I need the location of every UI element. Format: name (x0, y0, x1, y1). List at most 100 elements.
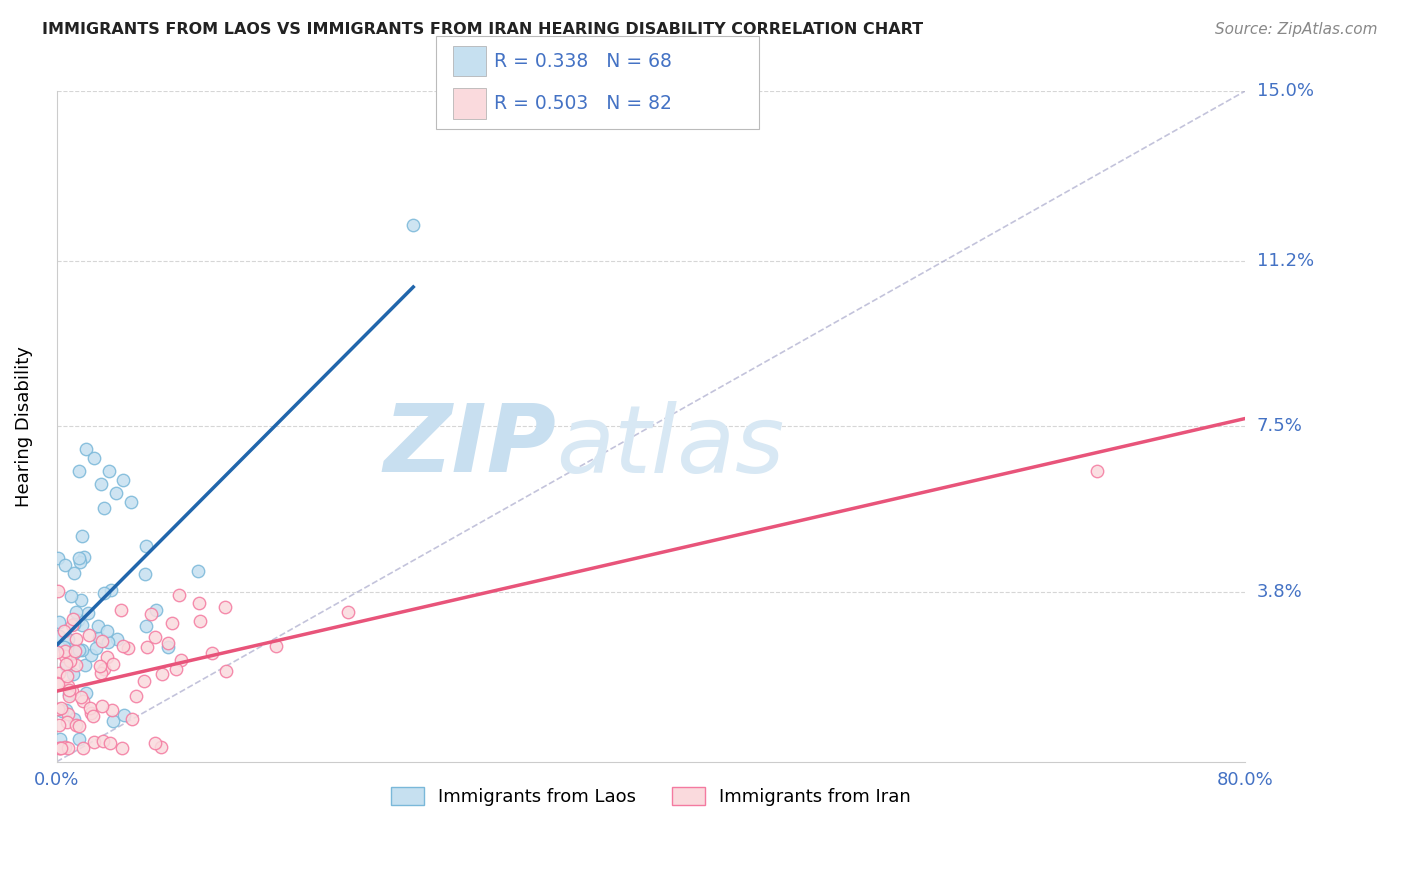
Point (49, 741, 72, 756)
Point (135, 539, 157, 553)
Point (86, 641, 108, 656)
Point (1085, 464, 1108, 478)
Point (96, 624, 118, 639)
Point (65, 632, 87, 646)
Point (46, 551, 69, 566)
Y-axis label: Hearing Disability: Hearing Disability (15, 346, 32, 507)
Point (48, 702, 70, 716)
Point (56, 669, 79, 683)
Point (60, 683, 83, 698)
Text: 7.5%: 7.5% (1257, 417, 1302, 435)
Point (101, 702, 124, 716)
Point (120, 495, 142, 509)
Point (89, 658, 111, 673)
Point (125, 690, 148, 704)
Point (48, 666, 70, 681)
Point (53, 624, 76, 638)
Point (145, 603, 167, 617)
Point (87, 631, 110, 645)
Point (134, 566, 156, 581)
Point (98, 736, 121, 750)
Point (96, 650, 118, 665)
Text: Source: ZipAtlas.com: Source: ZipAtlas.com (1215, 22, 1378, 37)
Point (93, 585, 115, 599)
Point (73, 550, 96, 565)
Point (135, 619, 157, 633)
Point (80, 648, 103, 662)
Point (67, 613, 90, 627)
Point (58, 683, 80, 698)
Point (46, 583, 69, 598)
Point (112, 473, 135, 487)
Point (156, 640, 179, 655)
Point (69, 550, 91, 565)
Point (201, 647, 224, 661)
Point (105, 632, 128, 647)
Point (121, 712, 143, 726)
Point (188, 596, 211, 610)
Point (160, 616, 183, 631)
Point (143, 736, 166, 750)
Point (101, 657, 124, 672)
Point (86, 618, 108, 632)
Point (141, 607, 163, 622)
Point (150, 739, 173, 754)
Point (72, 529, 94, 543)
Point (91, 734, 114, 748)
Point (53, 644, 76, 658)
Point (65, 717, 87, 731)
Point (48, 732, 70, 747)
Point (264, 639, 287, 653)
Point (65, 658, 87, 673)
Point (53, 648, 76, 663)
Point (105, 486, 128, 500)
Point (93, 500, 115, 515)
Point (56, 706, 79, 721)
Point (75, 686, 97, 700)
Point (143, 630, 166, 644)
Point (215, 664, 238, 678)
Point (56, 714, 79, 729)
Point (80, 706, 103, 720)
Point (165, 662, 187, 676)
Point (49, 741, 72, 756)
Point (62, 646, 84, 660)
Point (62, 667, 84, 681)
Point (79, 700, 101, 714)
Point (65, 643, 87, 657)
Point (111, 639, 134, 653)
Point (55, 658, 77, 673)
Point (69, 690, 91, 705)
Point (53, 739, 76, 754)
Point (63, 617, 86, 632)
Point (55, 657, 77, 671)
Point (60, 618, 83, 632)
Point (77, 628, 100, 642)
Point (90, 634, 112, 648)
Point (58, 632, 80, 647)
Point (100, 583, 122, 598)
Legend: Immigrants from Laos, Immigrants from Iran: Immigrants from Laos, Immigrants from Ir… (384, 780, 918, 814)
Point (136, 640, 159, 654)
Point (336, 606, 359, 620)
Point (69, 555, 91, 569)
Point (49, 701, 72, 715)
Point (75, 658, 97, 673)
Point (48, 629, 70, 643)
Point (72, 694, 94, 708)
Point (77, 607, 100, 621)
Point (150, 666, 173, 681)
Point (90, 477, 112, 491)
Point (75, 442, 97, 456)
Point (83, 735, 105, 749)
Point (97, 464, 120, 478)
Point (187, 565, 209, 579)
Point (67, 719, 90, 733)
Point (51, 704, 73, 718)
Point (72, 741, 94, 756)
Text: atlas: atlas (555, 401, 785, 492)
Point (48, 741, 70, 756)
Point (83, 450, 105, 465)
Point (53, 640, 76, 655)
Point (65, 605, 87, 619)
